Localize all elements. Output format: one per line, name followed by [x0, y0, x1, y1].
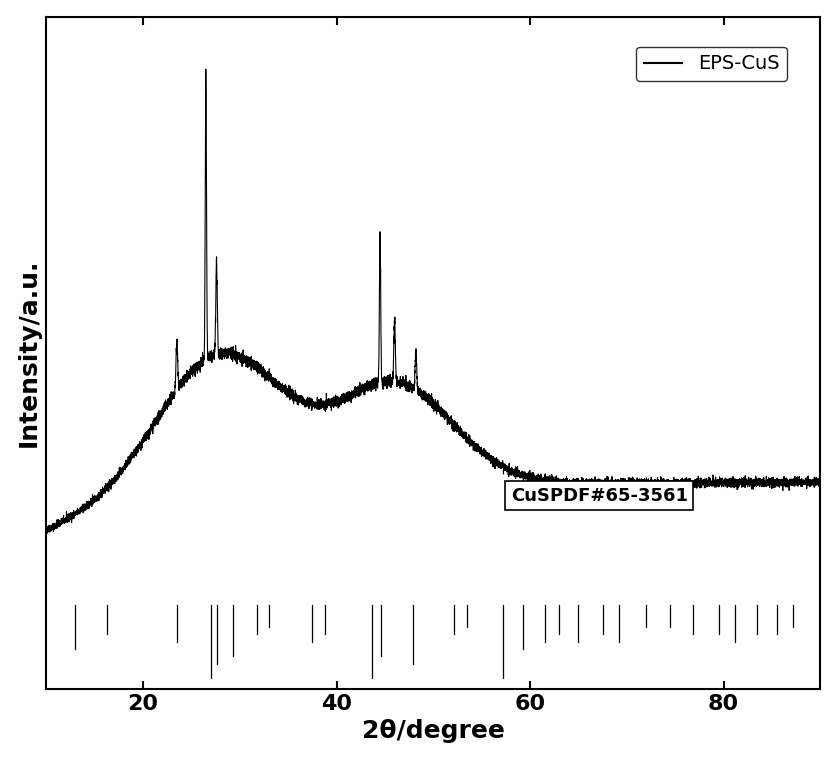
X-axis label: 2θ/degree: 2θ/degree: [361, 719, 504, 743]
Legend: EPS-CuS: EPS-CuS: [635, 46, 787, 81]
Y-axis label: Intensity/a.u.: Intensity/a.u.: [17, 258, 41, 447]
Text: CuSPDF#65-3561: CuSPDF#65-3561: [510, 486, 687, 505]
